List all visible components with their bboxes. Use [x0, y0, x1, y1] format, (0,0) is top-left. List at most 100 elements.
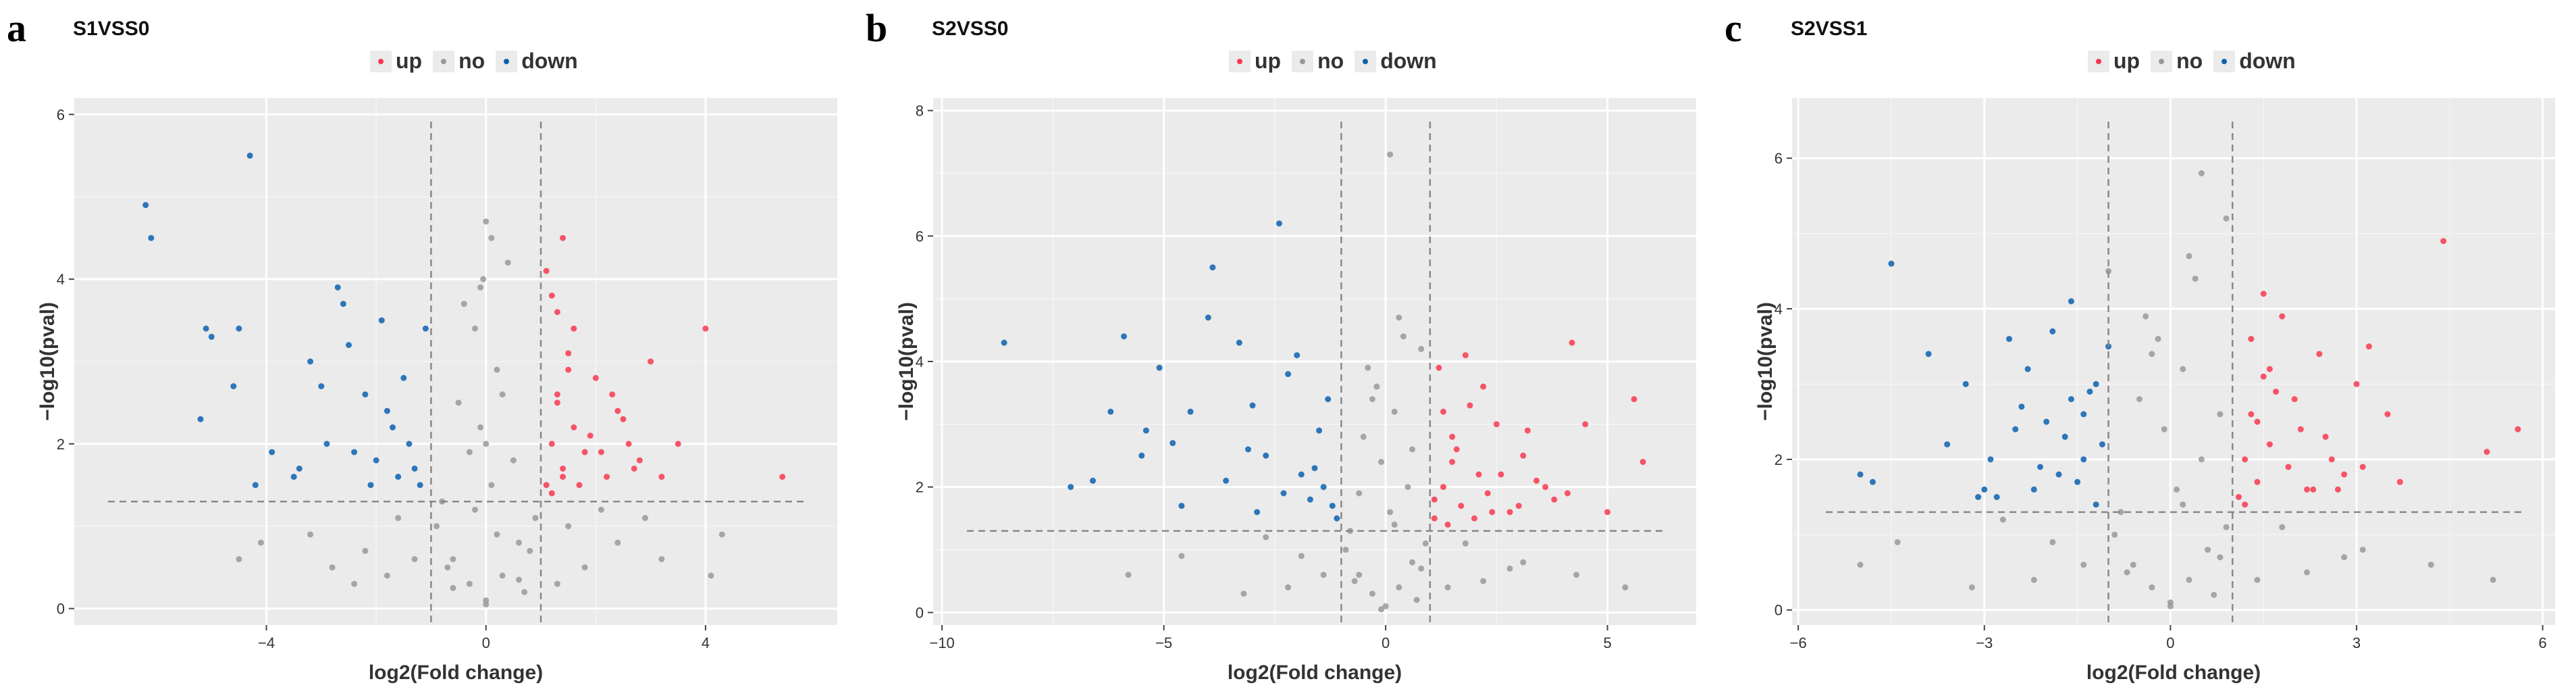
point-down — [1280, 490, 1287, 497]
y-axis-title: −log10(pval) — [36, 302, 59, 421]
point-down — [1311, 465, 1318, 472]
point-up — [587, 432, 594, 439]
y-tick-label: 0 — [1775, 602, 1783, 619]
point-down — [318, 383, 325, 390]
point-no — [1444, 584, 1451, 591]
point-down — [1001, 339, 1007, 346]
point-down — [1156, 364, 1163, 371]
point-up — [2384, 411, 2391, 418]
point-no — [1391, 521, 1398, 528]
point-no — [2030, 576, 2037, 583]
point-up — [1462, 352, 1469, 359]
point-no — [2211, 591, 2217, 598]
chart-title: S2VSS1 — [1791, 18, 1868, 40]
legend-key-no — [1292, 50, 1314, 72]
point-no — [1351, 578, 1358, 584]
point-down — [1254, 509, 1261, 516]
point-up — [1564, 490, 1571, 497]
x-tick-label: 3 — [2352, 634, 2361, 651]
point-up — [1631, 396, 1637, 403]
point-no — [2186, 576, 2192, 583]
y-tick-label: 8 — [916, 103, 924, 120]
point-up — [648, 358, 654, 365]
point-up — [1542, 484, 1549, 491]
point-down — [290, 474, 297, 480]
point-down — [1090, 477, 1097, 484]
point-up — [2341, 471, 2348, 478]
point-no — [2149, 584, 2155, 591]
point-up — [1582, 421, 1589, 428]
point-down — [2086, 389, 2093, 395]
point-no — [2217, 411, 2224, 418]
point-no — [1418, 345, 1425, 352]
point-up — [1475, 471, 1482, 478]
point-down — [1068, 484, 1074, 491]
point-up — [1524, 427, 1531, 434]
point-no — [477, 424, 484, 430]
point-up — [2515, 426, 2521, 432]
point-up — [548, 293, 555, 299]
point-no — [1178, 553, 1185, 559]
legend-key-down — [1355, 50, 1377, 72]
point-up — [548, 441, 555, 447]
point-up — [554, 399, 560, 406]
panel-a: a S1VSS0 up no down −4 0 4 0 2 4 6 log2(Fold ch… — [0, 0, 858, 698]
x-tick-label: 0 — [482, 634, 490, 651]
y-axis-title: −log10(pval) — [895, 302, 918, 421]
point-down — [367, 482, 374, 489]
point-up — [2365, 343, 2372, 350]
point-up — [2266, 366, 2273, 372]
point-up — [614, 407, 621, 414]
point-down — [246, 152, 253, 159]
point-no — [1413, 597, 1420, 603]
point-no — [1356, 572, 1363, 578]
point-no — [461, 301, 467, 307]
point-up — [548, 490, 555, 497]
point-no — [1400, 333, 1407, 340]
point-no — [257, 539, 264, 546]
panel-b: b S2VSS0 up no down −10 −5 0 5 0 2 4 6 8 log2(Fol… — [859, 0, 1716, 698]
point-up — [1453, 446, 1460, 453]
point-down — [1857, 471, 1864, 478]
point-up — [1440, 484, 1447, 491]
point-no — [1391, 408, 1398, 415]
point-down — [230, 383, 237, 390]
point-down — [406, 441, 413, 447]
point-no — [1418, 565, 1425, 572]
point-down — [1107, 408, 1114, 415]
legend: up no down — [1229, 49, 1448, 74]
point-no — [1382, 603, 1389, 609]
point-up — [1440, 408, 1447, 415]
x-tick-label: 4 — [702, 634, 710, 651]
x-tick-label: −4 — [258, 634, 275, 651]
point-up — [2285, 464, 2292, 470]
point-up — [2328, 456, 2335, 463]
chart-title: S2VSS0 — [932, 18, 1009, 40]
point-down — [1244, 446, 1251, 453]
point-up — [2248, 411, 2255, 418]
point-up — [2291, 396, 2298, 403]
point-no — [718, 531, 725, 538]
point-up — [598, 449, 604, 455]
point-up — [576, 482, 583, 489]
point-no — [488, 234, 495, 241]
point-down — [2068, 396, 2074, 403]
x-tick-label: −10 — [929, 634, 954, 651]
point-down — [362, 391, 369, 398]
point-down — [296, 465, 303, 472]
point-down — [1187, 408, 1194, 415]
point-no — [1409, 446, 1416, 453]
plot-background — [1792, 98, 2555, 625]
point-no — [2198, 170, 2205, 176]
point-no — [1369, 591, 1375, 597]
point-no — [1365, 364, 1371, 371]
point-no — [1263, 534, 1269, 541]
point-down — [1962, 380, 1969, 387]
point-up — [2266, 441, 2273, 448]
point-no — [1298, 553, 1305, 559]
point-no — [1404, 484, 1411, 491]
point-up — [560, 474, 567, 480]
point-no — [1378, 606, 1385, 613]
point-no — [2341, 554, 2348, 561]
point-no — [395, 515, 402, 522]
